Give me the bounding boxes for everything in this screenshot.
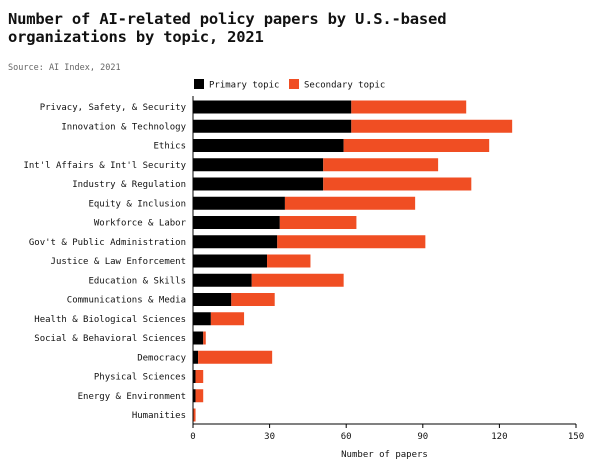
bars — [192, 96, 513, 424]
bar-primary-topic-health-biological-sciences — [193, 312, 211, 326]
category-label-ethics: Ethics — [153, 142, 186, 152]
legend-swatch-primary-topic — [194, 79, 204, 89]
bar-secondary-topic-equity-inclusion — [284, 196, 416, 210]
bar-primary-topic-communications-media — [193, 293, 232, 306]
legend-label-primary-topic: Primary topic — [209, 81, 279, 91]
bar-primary-topic-innovation-technology — [193, 119, 352, 133]
category-label-physical-sciences: Physical Sciences — [94, 373, 186, 383]
category-label-justice-law-enforcement: Justice & Law Enforcement — [51, 257, 186, 267]
bar-secondary-topic-industry-regulation — [323, 177, 472, 191]
category-label-humanities: Humanities — [132, 411, 186, 421]
source-note: Source: AI Index, 2021 — [8, 63, 121, 73]
x-tick-label-60: 60 — [341, 432, 352, 442]
bar-secondary-topic-innovation-technology — [351, 119, 513, 133]
bar-primary-topic-physical-sciences — [193, 370, 196, 383]
category-labels: Privacy, Safety, & Security Innovation & … — [23, 103, 186, 421]
bar-primary-topic-democracy — [193, 350, 199, 364]
category-label-workforce-labor: Workforce & Labor — [94, 219, 187, 229]
category-label-social-behavioral-sciences: Social & Behavioral Sciences — [34, 334, 186, 344]
x-tick-label-30: 30 — [264, 432, 275, 442]
x-axis: 0 30 60 90 120 150 Number of papers — [190, 423, 584, 460]
bar-secondary-topic-humanities — [193, 408, 196, 422]
bar-primary-topic-ethics — [193, 139, 344, 152]
legend-swatch-secondary-topic — [289, 79, 299, 89]
bar-secondary-topic-energy-environment — [195, 389, 204, 403]
category-label-gov-t-public-administration: Gov't & Public Administration — [29, 238, 186, 248]
x-tick-label-0: 0 — [190, 432, 195, 442]
bar-primary-topic-gov-t-public-administration — [193, 235, 278, 249]
bar-primary-topic-workforce-labor — [193, 216, 280, 229]
category-label-communications-media: Communications & Media — [67, 296, 186, 306]
category-label-democracy: Democracy — [137, 353, 186, 363]
bar-primary-topic-social-behavioral-sciences — [193, 331, 204, 345]
bar-primary-topic-int-l-affairs-int-l-security — [193, 158, 324, 172]
category-label-innovation-technology: Innovation & Technology — [61, 122, 186, 132]
x-tick-label-120: 120 — [491, 432, 507, 442]
chart-title: Number of AI-related policy papers by U.… — [8, 10, 447, 46]
category-label-health-biological-sciences: Health & Biological Sciences — [34, 315, 186, 325]
x-axis-label: Number of papers — [341, 450, 428, 460]
bar-primary-topic-privacy-safety-security — [193, 100, 352, 114]
bar-primary-topic-justice-law-enforcement — [193, 254, 268, 268]
bar-secondary-topic-justice-law-enforcement — [267, 254, 311, 268]
bar-secondary-topic-gov-t-public-administration — [277, 235, 426, 249]
bar-primary-topic-education-skills — [193, 273, 252, 287]
bar-primary-topic-equity-inclusion — [193, 196, 285, 210]
x-tick-label-150: 150 — [568, 432, 584, 442]
bar-secondary-topic-health-biological-sciences — [210, 312, 245, 326]
legend: Primary topic Secondary topic — [194, 79, 385, 91]
category-label-energy-environment: Energy & Environment — [78, 392, 186, 402]
bar-secondary-topic-workforce-labor — [279, 216, 357, 229]
bar-secondary-topic-communications-media — [231, 293, 275, 306]
bar-primary-topic-energy-environment — [193, 389, 196, 403]
bar-secondary-topic-physical-sciences — [195, 370, 204, 383]
x-tick-label-90: 90 — [417, 432, 428, 442]
category-label-education-skills: Education & Skills — [88, 276, 186, 286]
bar-secondary-topic-education-skills — [251, 273, 344, 287]
bar-secondary-topic-social-behavioral-sciences — [203, 331, 206, 345]
bar-secondary-topic-democracy — [198, 350, 273, 364]
legend-label-secondary-topic: Secondary topic — [304, 81, 385, 91]
category-label-int-l-affairs-int-l-security: Int'l Affairs & Int'l Security — [23, 161, 186, 171]
bar-primary-topic-industry-regulation — [193, 177, 324, 191]
bar-secondary-topic-ethics — [343, 139, 490, 152]
category-label-industry-regulation: Industry & Regulation — [72, 180, 186, 190]
bar-secondary-topic-privacy-safety-security — [351, 100, 467, 114]
category-label-privacy-safety-security: Privacy, Safety, & Security — [40, 103, 187, 113]
bar-secondary-topic-int-l-affairs-int-l-security — [323, 158, 439, 172]
category-label-equity-inclusion: Equity & Inclusion — [88, 199, 186, 209]
